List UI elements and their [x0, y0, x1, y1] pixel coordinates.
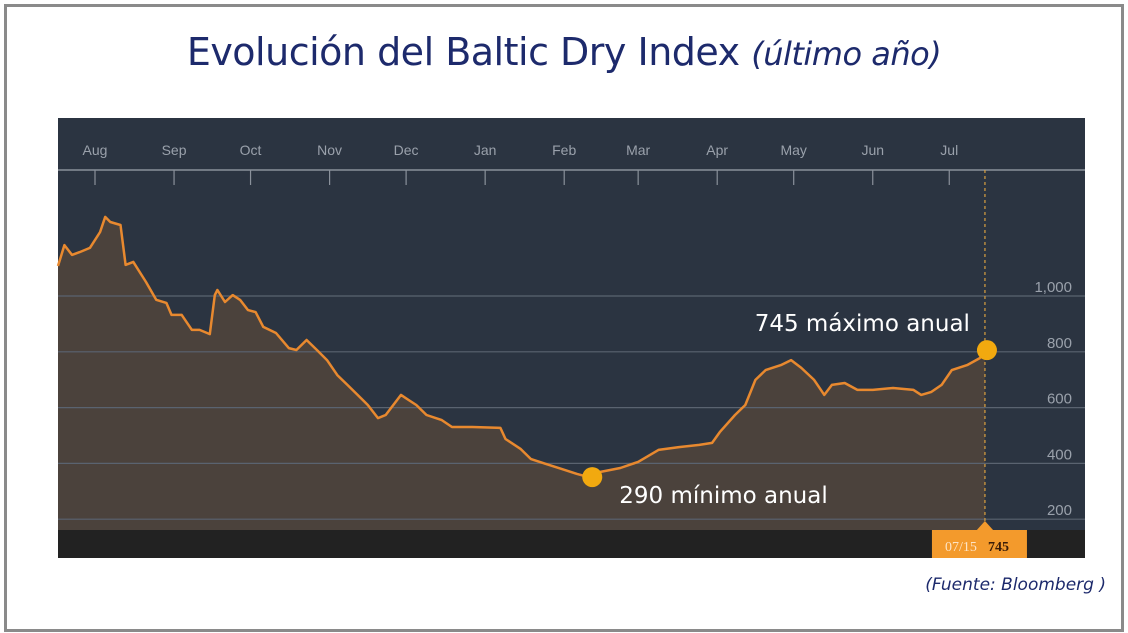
badge-pointer — [975, 521, 994, 531]
max-label: 745 máximo anual — [755, 311, 970, 337]
x-tick-label: Sep — [162, 142, 187, 158]
y-tick-label: 400 — [1047, 446, 1072, 463]
x-tick-label: Jul — [940, 142, 958, 158]
x-tick-label: Dec — [394, 142, 419, 158]
area-fill — [58, 216, 985, 530]
bottom-band — [58, 530, 1085, 558]
y-tick-label: 1,000 — [1034, 279, 1072, 296]
x-tick-label: Oct — [240, 142, 262, 158]
y-tick-label: 200 — [1047, 502, 1072, 519]
x-tick-label: Jan — [474, 142, 497, 158]
min-label: 290 mínimo anual — [619, 483, 828, 509]
y-tick-label: 800 — [1047, 335, 1072, 352]
title-main: Evolución del Baltic Dry Index — [186, 30, 740, 74]
min-marker — [582, 467, 603, 488]
x-tick-label: Mar — [626, 142, 650, 158]
max-marker — [976, 340, 997, 361]
cursor-badge: 07/15 745 — [931, 521, 1027, 558]
x-tick-label: Jun — [861, 142, 884, 158]
page-title: Evolución del Baltic Dry Index (último a… — [0, 30, 1128, 74]
source-note: (Fuente: Bloomberg ) — [925, 575, 1106, 595]
x-tick-label: May — [780, 142, 806, 158]
badge-bg — [931, 530, 1027, 558]
x-tick-label: Apr — [706, 142, 728, 158]
series-line — [56, 215, 986, 480]
y-tick-label: 600 — [1047, 391, 1072, 408]
x-tick-label: Aug — [83, 142, 108, 158]
x-tick-label: Nov — [317, 142, 342, 158]
frame — [4, 4, 1124, 632]
badge-value: 745 — [988, 540, 1009, 555]
title-sub: (último año) — [751, 35, 942, 73]
badge-date: 07/15 — [945, 540, 977, 555]
x-tick-label: Feb — [552, 142, 576, 158]
